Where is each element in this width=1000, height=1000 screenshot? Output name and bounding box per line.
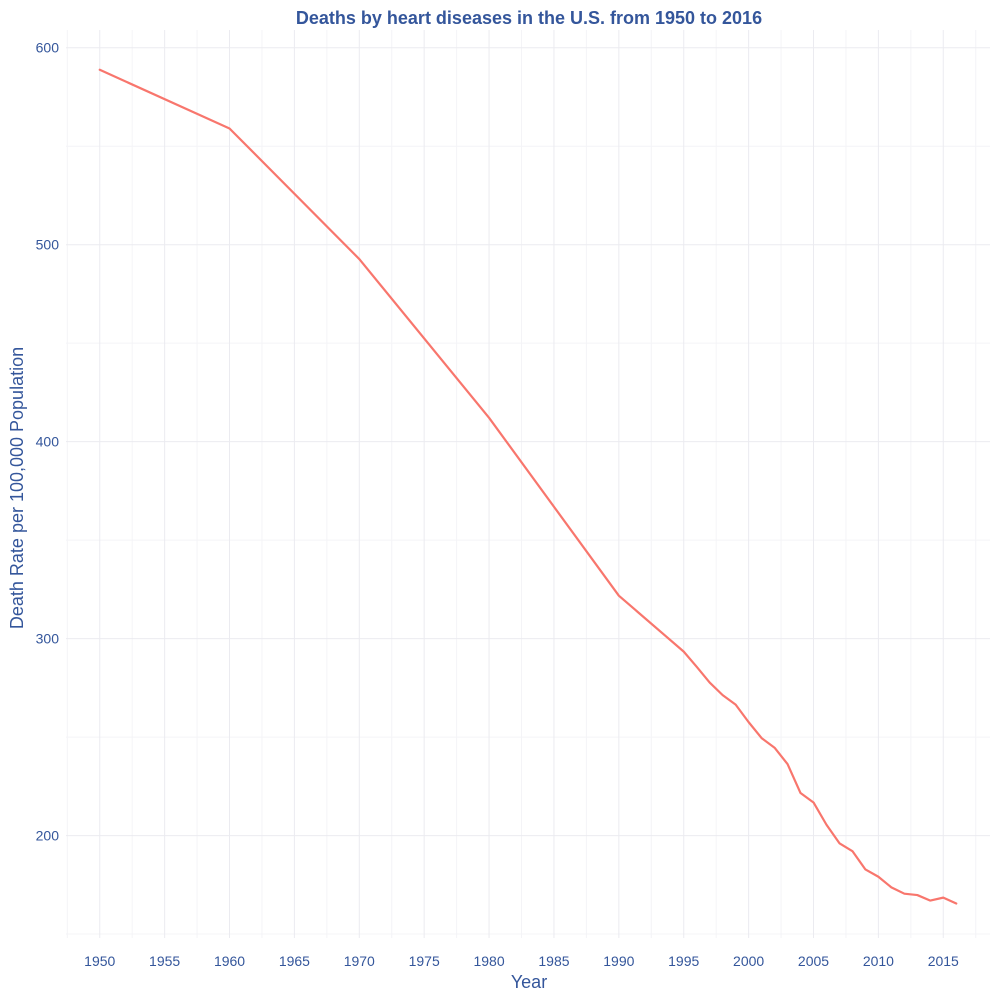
y-axis-label: Death Rate per 100,000 Population [7,347,27,629]
x-tick-label: 1970 [344,953,375,969]
y-tick-label: 600 [36,40,60,56]
y-tick-label: 200 [36,828,60,844]
series-layer [98,68,958,905]
x-tick-label: 1995 [668,953,699,969]
x-tick-label: 2015 [928,953,959,969]
x-axis-ticks: 1950 1955 1960 1965 1970 1975 1980 1985 1990 1995… [84,953,959,969]
y-tick-label: 400 [36,434,60,450]
x-tick-label: 1985 [538,953,569,969]
minor-grid [66,30,990,938]
series-line [98,68,958,905]
x-tick-label: 1980 [473,953,504,969]
y-tick-label: 300 [36,631,60,647]
x-tick-label: 1950 [84,953,115,969]
x-tick-label: 2010 [863,953,894,969]
x-tick-label: 2000 [733,953,764,969]
major-grid [66,30,990,938]
x-tick-label: 1990 [603,953,634,969]
x-tick-label: 1975 [409,953,440,969]
x-tick-label: 1965 [279,953,310,969]
x-tick-label: 2005 [798,953,829,969]
x-axis-label: Year [511,972,547,992]
x-tick-label: 1955 [149,953,180,969]
y-axis-ticks: 200 300 400 500 600 [36,40,60,844]
y-tick-label: 500 [36,237,60,253]
chart-title: Deaths by heart diseases in the U.S. fro… [296,8,762,28]
x-tick-label: 1960 [214,953,245,969]
